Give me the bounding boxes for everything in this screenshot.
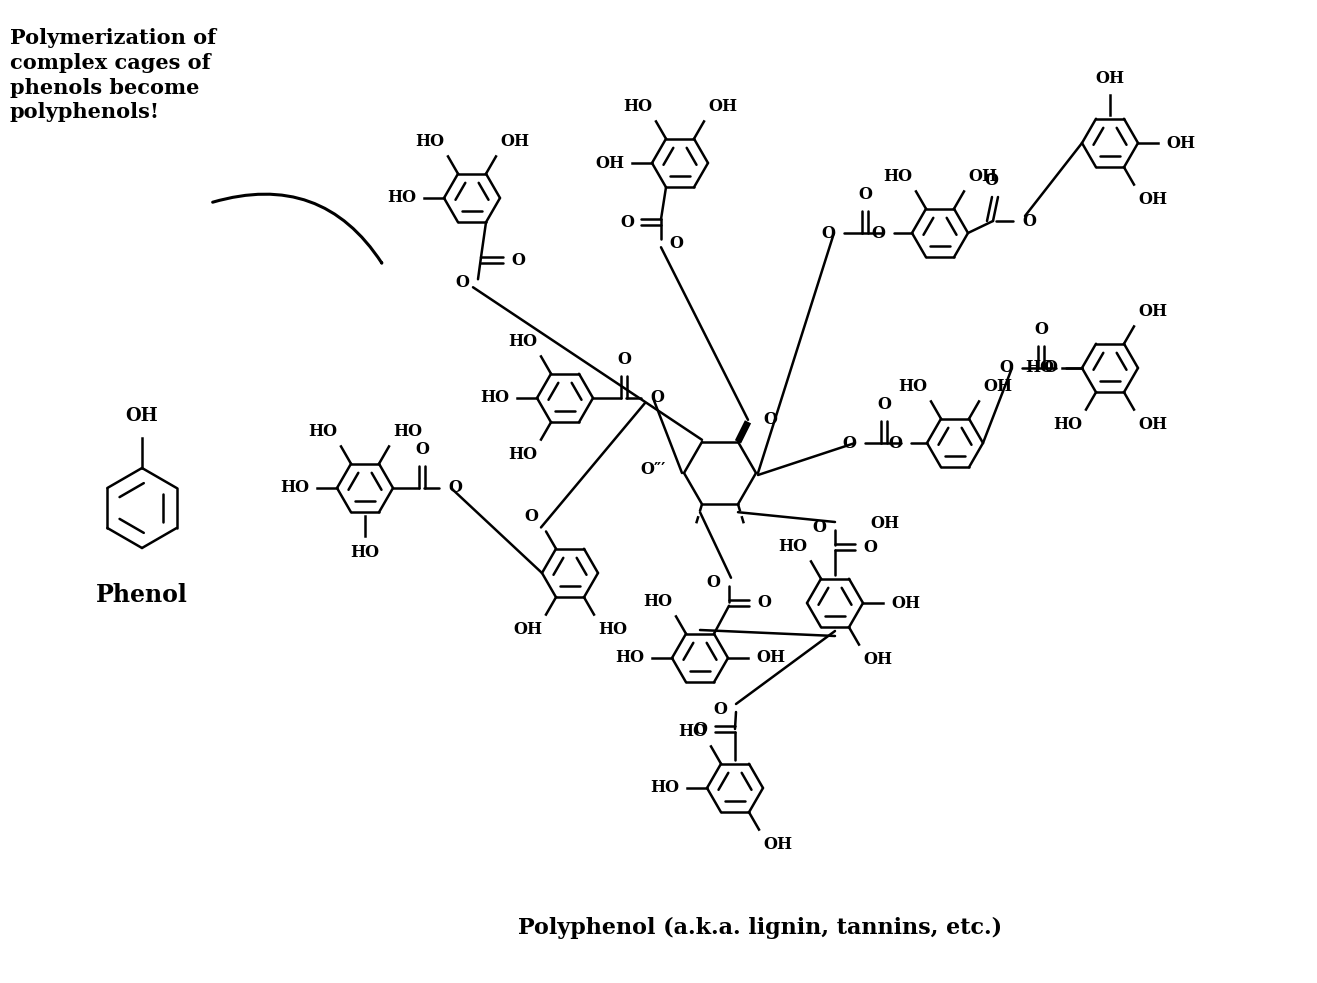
Text: OH: OH (709, 97, 738, 114)
Text: HO: HO (350, 544, 379, 561)
Text: Phenol: Phenol (96, 583, 188, 607)
Text: HO: HO (778, 538, 807, 554)
Text: O: O (757, 595, 770, 611)
Text: O: O (763, 411, 777, 429)
Text: HO: HO (479, 389, 508, 407)
Text: OH: OH (982, 377, 1013, 394)
Text: OH: OH (863, 652, 892, 668)
Text: HO: HO (649, 780, 680, 796)
Text: O: O (857, 186, 872, 203)
Text: HO: HO (615, 650, 644, 666)
Text: O: O (984, 172, 998, 189)
Text: Polymerization of
complex cages of
phenols become
polyphenols!: Polymerization of complex cages of pheno… (11, 28, 216, 123)
Text: O: O (820, 224, 835, 242)
Text: O: O (813, 519, 826, 537)
Text: HO: HO (387, 190, 416, 206)
Text: OH: OH (968, 167, 997, 185)
Text: O: O (863, 539, 877, 555)
FancyArrowPatch shape (212, 194, 382, 263)
Text: O: O (415, 441, 429, 458)
Text: O: O (1022, 212, 1036, 229)
Text: OH: OH (1138, 192, 1167, 208)
Text: OH: OH (892, 595, 921, 611)
Text: OH: OH (756, 650, 785, 666)
Text: HO: HO (623, 97, 652, 114)
Text: HO: HO (508, 446, 537, 464)
Text: OH: OH (1138, 417, 1167, 434)
Text: HO: HO (1052, 417, 1083, 434)
Text: OH: OH (125, 407, 158, 425)
Text: OH: OH (595, 154, 624, 171)
Text: O: O (454, 273, 469, 291)
Text: HO: HO (1025, 360, 1054, 376)
Text: HO: HO (415, 133, 444, 149)
Text: O: O (448, 480, 462, 496)
Text: O: O (842, 434, 856, 451)
Text: O: O (651, 389, 664, 407)
Text: O: O (693, 721, 707, 737)
Text: OH: OH (512, 621, 543, 639)
Text: O: O (706, 574, 720, 591)
Text: OH: OH (763, 837, 792, 853)
Text: O: O (620, 213, 633, 231)
Text: O: O (877, 396, 892, 413)
Text: HO: HO (882, 167, 911, 185)
Text: O: O (1000, 360, 1013, 376)
Text: OH: OH (1096, 70, 1125, 87)
Text: HO: HO (898, 377, 927, 394)
Text: O: O (616, 351, 631, 368)
Text: OH: OH (871, 514, 900, 532)
Text: O: O (1034, 321, 1048, 338)
Text: O: O (888, 434, 902, 451)
Text: O: O (511, 252, 525, 268)
Text: OH: OH (500, 133, 529, 149)
Text: Polyphenol (a.k.a. lignin, tannins, etc.): Polyphenol (a.k.a. lignin, tannins, etc.… (518, 917, 1002, 939)
Text: HO: HO (678, 723, 707, 739)
Text: HO: HO (308, 423, 337, 439)
Text: HO: HO (392, 423, 423, 439)
Text: O″′: O″′ (640, 460, 666, 478)
Text: HO: HO (643, 593, 672, 609)
Text: OH: OH (1138, 303, 1167, 319)
Text: O: O (712, 702, 727, 719)
Text: O: O (669, 235, 684, 252)
Text: O: O (524, 508, 539, 526)
Text: HO: HO (281, 480, 309, 496)
Text: HO: HO (598, 621, 627, 639)
Text: O: O (871, 224, 885, 242)
Text: O: O (1043, 360, 1058, 376)
Text: HO: HO (508, 332, 537, 350)
Text: OH: OH (1166, 135, 1195, 151)
